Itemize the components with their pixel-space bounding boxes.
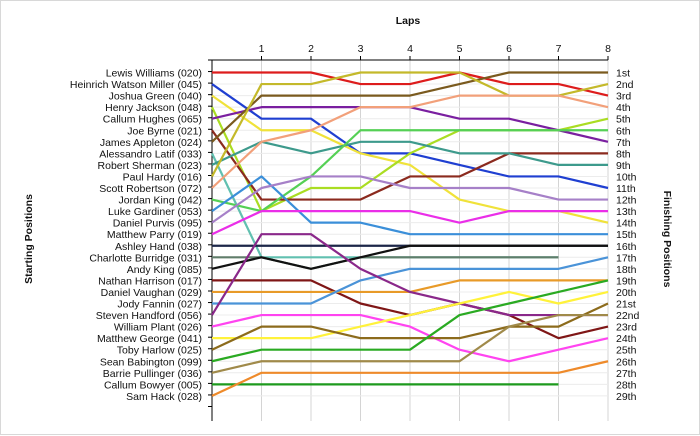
x-tick-label: 3: [358, 43, 364, 55]
starting-position-label: William Plant (026): [114, 322, 202, 334]
finishing-position-label: 25th: [616, 345, 637, 357]
series-line: [212, 290, 609, 340]
finishing-position-label: 6th: [616, 125, 631, 137]
finishing-position-label: 4th: [616, 102, 631, 114]
series-line: [211, 302, 609, 351]
finishing-position-label: 12th: [616, 195, 637, 207]
finishing-position-label: 26th: [616, 356, 637, 368]
starting-position-label: Jordan King (042): [119, 195, 202, 207]
finishing-position-label: 14th: [616, 218, 637, 230]
starting-position-label: Sam Hack (028): [126, 391, 202, 403]
starting-position-label: Jody Fannin (027): [117, 299, 202, 311]
finishing-position-label: 15th: [616, 229, 637, 241]
starting-position-label: Sean Babington (099): [100, 356, 202, 368]
starting-position-label: Lewis Williams (020): [106, 68, 202, 80]
series-line: [212, 71, 609, 97]
starting-position-label: James Appleton (024): [100, 137, 202, 149]
starting-position-label: Charlotte Burridge (031): [89, 252, 202, 264]
series-line: [211, 360, 609, 397]
finishing-position-label: 7th: [616, 137, 631, 149]
series-line: [211, 244, 608, 270]
starting-position-label: Scott Robertson (072): [99, 183, 202, 195]
finishing-position-label: 20th: [616, 287, 637, 299]
series-line: [211, 313, 608, 374]
finishing-position-label: 5th: [616, 114, 631, 126]
finishing-position-label: 27th: [616, 368, 637, 380]
starting-position-label: Matthew George (041): [97, 333, 202, 345]
finishing-position-label: 18th: [616, 264, 637, 276]
starting-position-label: Steven Handford (056): [96, 310, 202, 322]
x-tick-label: 7: [556, 43, 562, 55]
starting-position-label: Luke Gardiner (053): [108, 206, 202, 218]
series-line: [212, 256, 609, 305]
starting-position-label: Barrie Pullinger (036): [103, 368, 202, 380]
starting-position-label: Joe Byrne (021): [127, 125, 202, 137]
series-line: [211, 140, 608, 166]
series-line: [211, 129, 608, 213]
finishing-position-label: 29th: [616, 391, 637, 403]
x-tick-label: 8: [605, 43, 611, 55]
series-line: [211, 152, 559, 259]
starting-position-label: Paul Hardy (016): [123, 171, 202, 183]
finishing-position-labels: 1st2nd3rd4th5th6th7th8th9th10th11th12th1…: [616, 68, 640, 403]
finishing-position-label: 3rd: [616, 91, 631, 103]
series-line: [211, 94, 609, 189]
starting-position-label: Andy King (085): [127, 264, 202, 276]
y-axis-label-right: Finishing Positions: [661, 191, 673, 288]
y-axis-label-left: Starting Positions: [23, 194, 35, 284]
starting-position-label: Toby Harlow (025): [117, 345, 202, 357]
finishing-position-label: 10th: [616, 171, 637, 183]
starting-position-label: Robert Sherman (023): [98, 160, 202, 172]
x-tick-label: 4: [407, 43, 413, 55]
series-line: [212, 256, 559, 270]
series-line: [211, 175, 608, 236]
x-tick-label: 2: [308, 43, 314, 55]
starting-position-label: Joshua Green (040): [109, 91, 202, 103]
series-line: [211, 175, 608, 224]
starting-position-label: Matthew Parry (019): [107, 229, 202, 241]
series-line: [211, 210, 608, 236]
x-tick-label: 1: [259, 43, 265, 55]
series-line: [211, 233, 608, 317]
starting-position-label: Ashley Hand (038): [115, 241, 202, 253]
x-tick-label: 5: [457, 43, 463, 55]
starting-position-label: Henry Jackson (048): [105, 102, 202, 114]
series-line: [211, 313, 609, 363]
starting-position-label: Nathan Harrison (017): [98, 275, 202, 287]
series-line: [211, 279, 609, 363]
x-tick-labels: 1 2 3 4 5 6 7 8: [259, 43, 612, 55]
starting-position-label: Heinrich Watson Miller (045): [70, 79, 202, 91]
chart-title: Laps: [396, 15, 421, 27]
starting-position-label: Daniel Vaughan (029): [101, 287, 202, 299]
series-line: [211, 71, 608, 143]
starting-position-label: Alessandro Latif (033): [99, 148, 202, 160]
finishing-position-label: 17th: [616, 252, 637, 264]
grid: [212, 60, 609, 421]
finishing-position-label: 22nd: [616, 310, 640, 322]
finishing-position-label: 24th: [616, 333, 637, 345]
finishing-position-label: 16th: [616, 241, 637, 253]
finishing-position-label: 9th: [616, 160, 631, 172]
axes: [208, 56, 609, 421]
starting-position-labels: Lewis Williams (020)Heinrich Watson Mill…: [70, 68, 202, 403]
finishing-position-label: 19th: [616, 275, 637, 287]
finishing-position-label: 11th: [616, 183, 636, 195]
starting-position-label: Callum Bowyer (005): [104, 379, 202, 391]
starting-position-label: Callum Hughes (065): [103, 114, 202, 126]
finishing-position-label: 23rd: [616, 322, 637, 334]
finishing-position-label: 8th: [616, 148, 631, 160]
finishing-position-label: 1st: [616, 68, 630, 80]
finishing-position-label: 28th: [616, 379, 637, 391]
starting-position-label: Daniel Purvis (095): [113, 218, 202, 230]
finishing-position-label: 13th: [616, 206, 637, 218]
finishing-position-label: 21st: [616, 299, 636, 311]
finishing-position-label: 2nd: [616, 79, 634, 91]
x-tick-label: 6: [506, 43, 512, 55]
series-lines: [211, 71, 609, 397]
